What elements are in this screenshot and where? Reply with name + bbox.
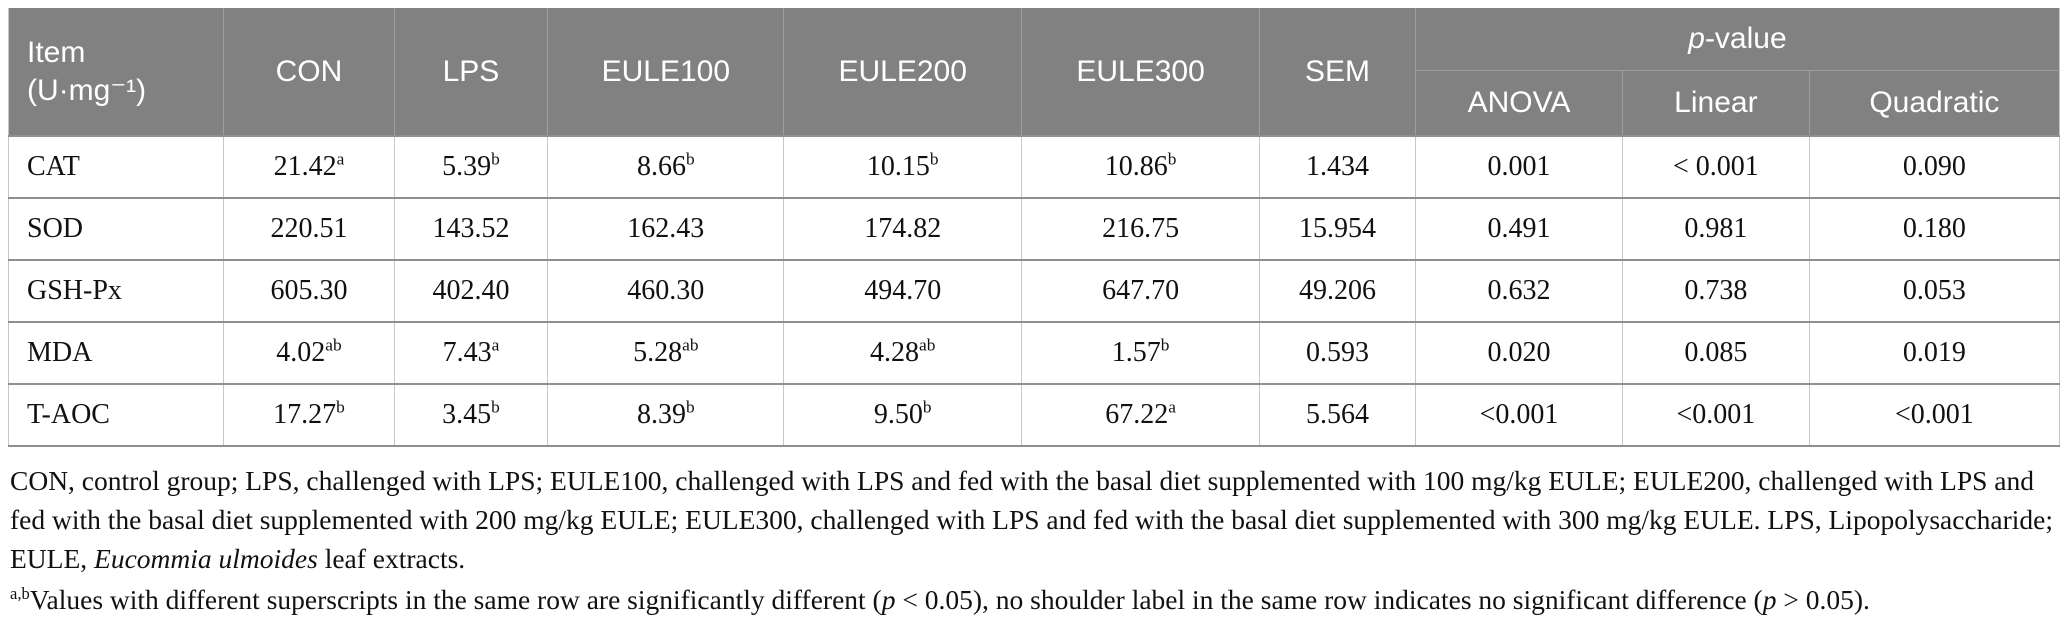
table-cell: <0.001 [1622, 383, 1810, 446]
table-cell: 10.86b [1021, 135, 1260, 198]
table-cell: 0.632 [1414, 259, 1623, 322]
table-cell: 67.22a [1021, 383, 1260, 446]
table-cell: 49.206 [1259, 259, 1416, 322]
table-header: Item (U·mg⁻¹) CON LPS EULE100 EULE200 EU… [8, 8, 2060, 136]
table-cell: 220.51 [223, 197, 395, 260]
table-cell: <0.001 [1414, 383, 1623, 446]
species-name-italic: Eucommia ulmoides [94, 543, 318, 575]
col-header-eule200: EULE200 [783, 8, 1022, 136]
col-header-linear: Linear [1622, 70, 1810, 136]
table-cell: 0.491 [1414, 197, 1623, 260]
table-cell: 0.090 [1808, 135, 2060, 198]
table-cell: 0.053 [1808, 259, 2060, 322]
table-cell: 8.66b [547, 135, 784, 198]
table-cell: 17.27b [223, 383, 395, 446]
row-header-mda: MDA [8, 321, 224, 384]
table-cell: 647.70 [1021, 259, 1260, 322]
table-cell: 4.28ab [783, 321, 1022, 384]
col-header-eule300: EULE300 [1021, 8, 1260, 136]
item-header-unit: (U·mg⁻¹) [27, 73, 147, 107]
row-header-gshpx: GSH-Px [8, 259, 224, 322]
col-header-eule100: EULE100 [547, 8, 784, 136]
row-header-taoc: T-AOC [8, 383, 224, 446]
item-header-line1: Item [27, 36, 86, 69]
table-cell: 0.180 [1808, 197, 2060, 260]
table-row-gshpx: GSH-Px 605.30 402.40 460.30 494.70 647.7… [8, 259, 2060, 322]
table-container: Item (U·mg⁻¹) CON LPS EULE100 EULE200 EU… [8, 8, 2060, 447]
table-row-cat: CAT 21.42a 5.39b 8.66b 10.15b 10.86b 1.4… [8, 135, 2060, 198]
antioxidant-results-table: Item (U·mg⁻¹) CON LPS EULE100 EULE200 EU… [8, 8, 2060, 447]
footnote-significance: a,bValues with different superscripts in… [10, 583, 1870, 616]
col-header-lps: LPS [393, 8, 548, 136]
table-cell: 7.43a [393, 321, 548, 384]
table-cell: 174.82 [783, 197, 1022, 260]
table-cell: 0.981 [1622, 197, 1810, 260]
table-cell: 605.30 [223, 259, 395, 322]
table-row-sod: SOD 220.51 143.52 162.43 174.82 216.75 1… [8, 197, 2060, 260]
table-body: CAT 21.42a 5.39b 8.66b 10.15b 10.86b 1.4… [8, 135, 2060, 446]
header-row-main: Item (U·mg⁻¹) CON LPS EULE100 EULE200 EU… [8, 8, 2060, 136]
table-cell: 162.43 [547, 197, 784, 260]
table-cell: 0.593 [1259, 321, 1416, 384]
col-header-quadratic: Quadratic [1808, 70, 2060, 136]
table-row-mda: MDA 4.02ab 7.43a 5.28ab 4.28ab 1.57b 0.5… [8, 321, 2060, 384]
table-cell: 4.02ab [223, 321, 395, 384]
col-header-anova: ANOVA [1414, 70, 1623, 136]
table-cell: 402.40 [393, 259, 548, 322]
col-header-con: CON [223, 8, 395, 136]
table-cell: 494.70 [783, 259, 1022, 322]
col-header-pvalue-group: p-value [1414, 8, 2060, 71]
table-cell: 216.75 [1021, 197, 1260, 260]
footnote-definitions: CON, control group; LPS, challenged with… [10, 465, 2054, 575]
col-header-item: Item (U·mg⁻¹) [8, 8, 224, 136]
header-row-sub: ANOVA Linear Quadratic [9, 70, 2060, 136]
table-cell: 1.434 [1259, 135, 1416, 198]
table-cell: 5.39b [393, 135, 548, 198]
table-cell: 3.45b [393, 383, 548, 446]
row-header-cat: CAT [8, 135, 224, 198]
table-cell: 21.42a [223, 135, 395, 198]
table-cell: 0.020 [1414, 321, 1623, 384]
footnote-superscript-marker: a,b [10, 583, 30, 603]
table-cell: 5.28ab [547, 321, 784, 384]
col-header-sem: SEM [1259, 8, 1416, 136]
table-cell: 15.954 [1259, 197, 1416, 260]
table-cell: 0.019 [1808, 321, 2060, 384]
table-row-taoc: T-AOC 17.27b 3.45b 8.39b 9.50b 67.22a 5.… [8, 383, 2060, 446]
table-cell: <0.001 [1808, 383, 2060, 446]
table-cell: 0.085 [1622, 321, 1810, 384]
table-cell: 143.52 [393, 197, 548, 260]
table-cell: 0.738 [1622, 259, 1810, 322]
table-cell: 5.564 [1259, 383, 1416, 446]
table-cell: 8.39b [547, 383, 784, 446]
row-header-sod: SOD [8, 197, 224, 260]
table-cell: 10.15b [783, 135, 1022, 198]
table-cell: 0.001 [1414, 135, 1623, 198]
table-cell: 1.57b [1021, 321, 1260, 384]
table-footnotes: CON, control group; LPS, challenged with… [10, 461, 2054, 619]
table-cell: 9.50b [783, 383, 1022, 446]
table-cell: < 0.001 [1622, 135, 1810, 198]
table-cell: 460.30 [547, 259, 784, 322]
